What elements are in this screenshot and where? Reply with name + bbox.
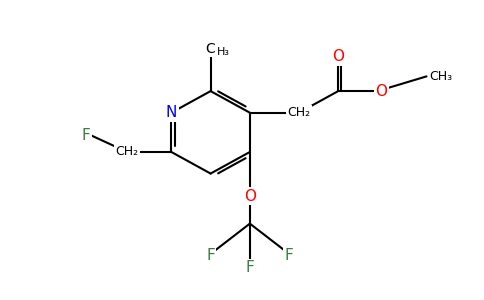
Text: CH₂: CH₂ <box>287 106 311 119</box>
Text: H₃: H₃ <box>216 47 229 57</box>
Text: H: H <box>206 44 215 54</box>
Text: C: C <box>206 42 215 56</box>
Text: F: F <box>82 128 91 143</box>
Text: CH₃: CH₃ <box>429 70 453 83</box>
Text: N: N <box>166 105 177 120</box>
Text: CH₂: CH₂ <box>116 146 139 158</box>
Text: F: F <box>285 248 293 262</box>
Text: O: O <box>376 84 387 99</box>
Text: O: O <box>332 49 344 64</box>
Text: F: F <box>245 260 254 275</box>
Text: F: F <box>206 248 215 262</box>
Text: O: O <box>244 189 256 204</box>
